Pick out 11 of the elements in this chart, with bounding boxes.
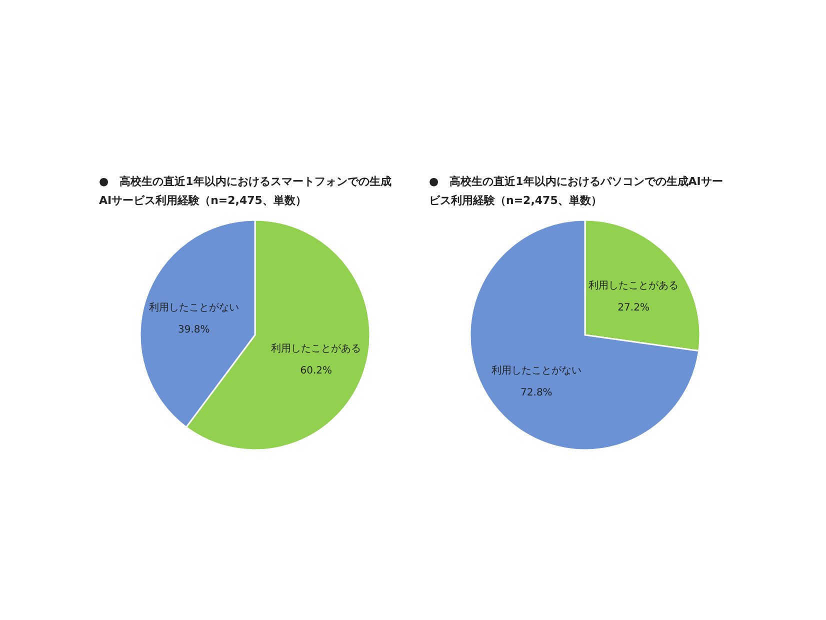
data-label: 39.8% — [178, 324, 210, 336]
data-label: 27.2% — [618, 302, 650, 314]
chart-title: ● 高校生の直近1年以内におけるスマートフォンでの生成AIサービス利用経験（n=2,475、単数） — [98, 174, 392, 209]
data-label: 60.2% — [300, 365, 332, 376]
slice-label: 利用したことがある — [588, 280, 679, 292]
slice-label: 利用したことがない — [491, 364, 582, 376]
pie-slice — [469, 219, 700, 451]
slice-label: 利用したことがない — [148, 302, 239, 314]
data-label: 72.8% — [520, 387, 552, 398]
slice-label: 利用したことがある — [271, 342, 362, 354]
chart-title: ● 高校生の直近1年以内におけるパソコンでの生成AIサービス利用経験（n=2,475、単数） — [428, 174, 724, 209]
